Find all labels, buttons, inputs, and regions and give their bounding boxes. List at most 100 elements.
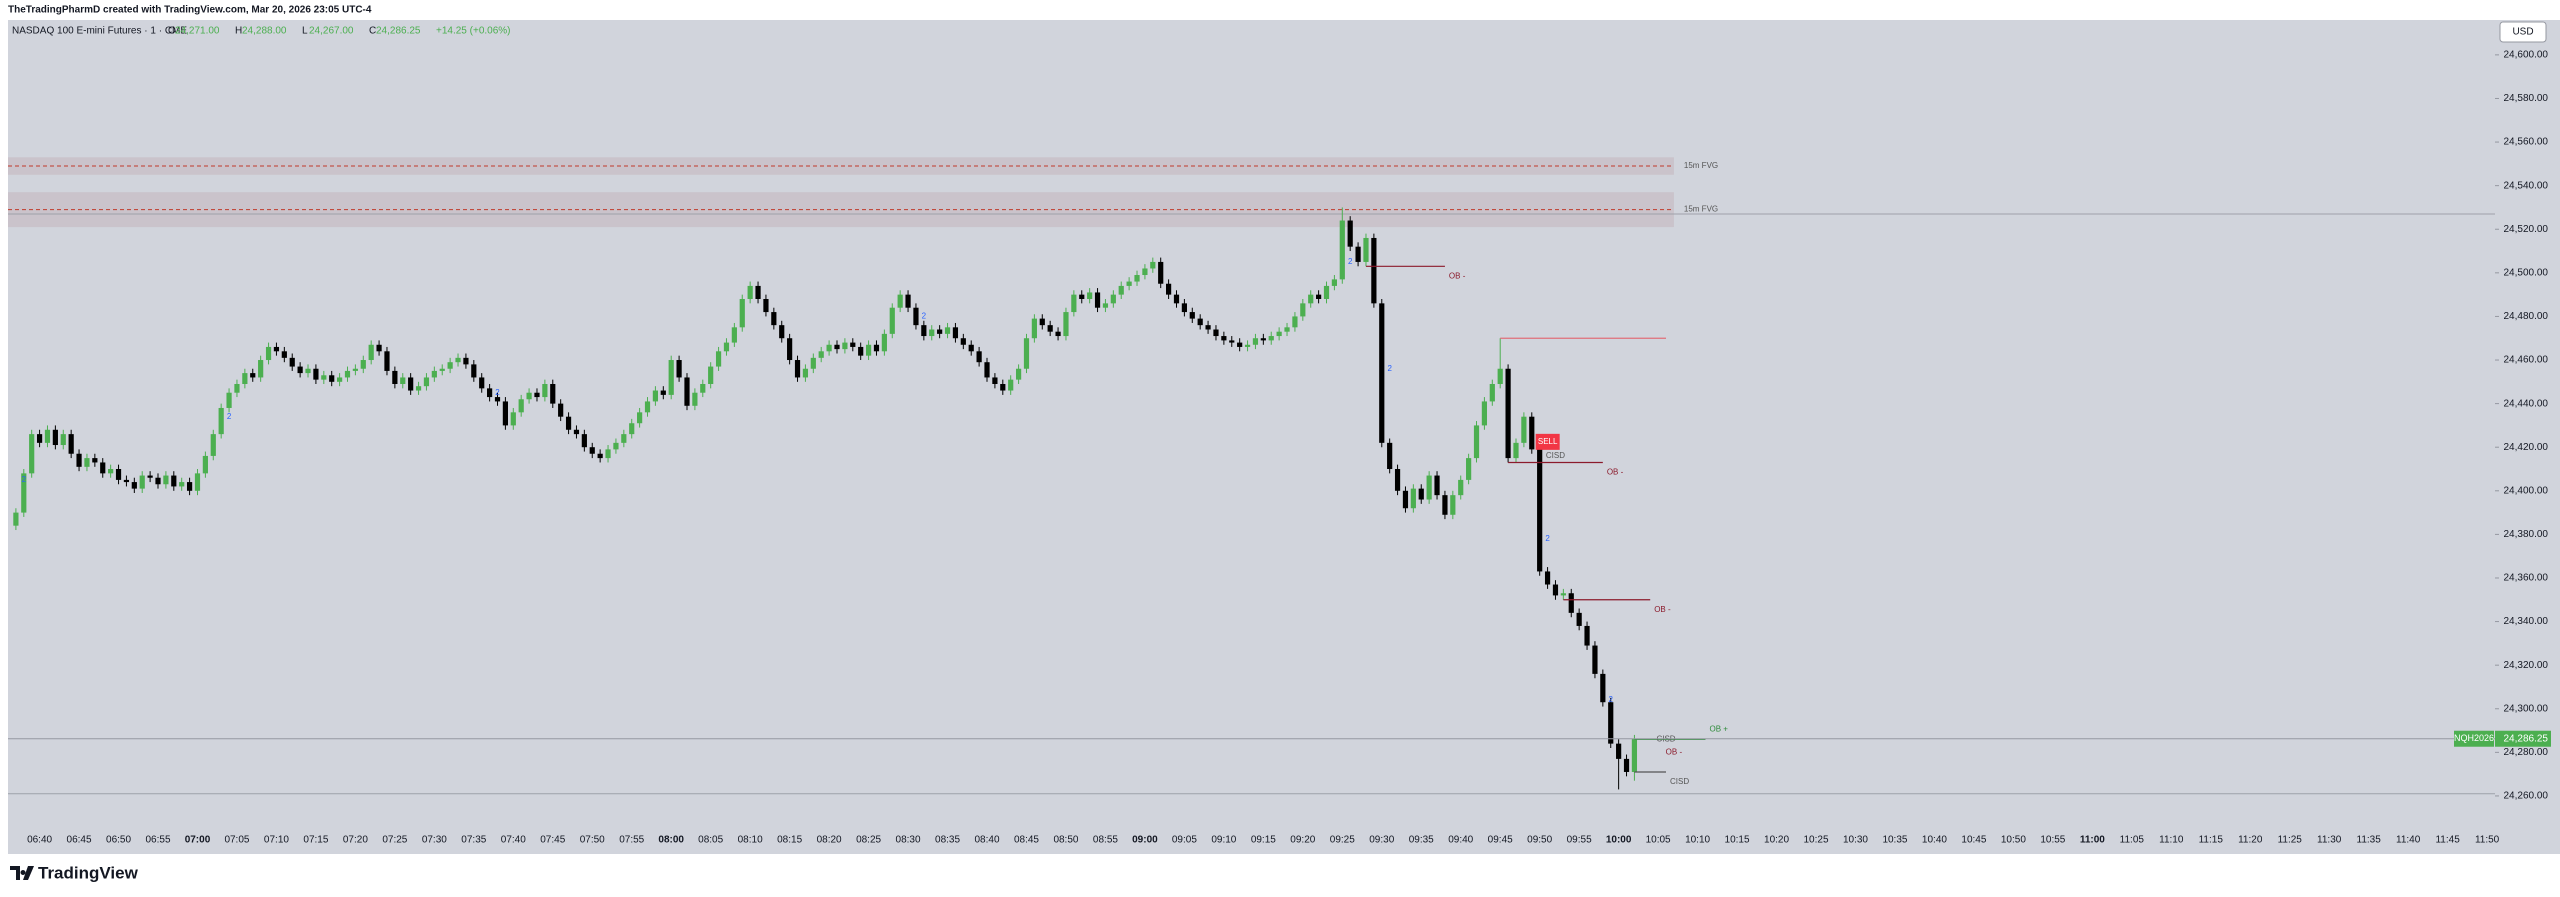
candle-body xyxy=(471,364,477,378)
candle-body xyxy=(1339,220,1345,280)
marker-label: 2 xyxy=(1609,695,1614,704)
candle-body xyxy=(1158,261,1164,284)
candle-body xyxy=(613,442,619,450)
candle-body xyxy=(526,392,532,400)
y-tick-label: 24,480.00 xyxy=(2504,311,2549,322)
candle-body xyxy=(179,482,185,487)
x-tick-label: 07:55 xyxy=(619,835,644,846)
marker-label: 2 xyxy=(227,412,232,421)
candle-body xyxy=(1213,329,1219,337)
candle-body xyxy=(1568,593,1574,613)
candle-body xyxy=(629,423,635,435)
x-tick-label: 08:45 xyxy=(1014,835,1039,846)
candle-body xyxy=(329,375,335,382)
marker-label: 2 xyxy=(22,475,27,484)
candle-body xyxy=(1466,458,1472,480)
candle-body xyxy=(1513,442,1519,459)
candle-body xyxy=(873,344,880,352)
candle-body xyxy=(1292,316,1298,328)
candle-body xyxy=(992,377,998,384)
candle-body xyxy=(447,362,453,369)
candle-body xyxy=(384,351,390,371)
candle-body xyxy=(952,327,959,339)
x-tick-label: 08:40 xyxy=(974,835,999,846)
candle-body xyxy=(944,327,951,334)
candle-body xyxy=(1394,469,1401,491)
signal-box xyxy=(1535,433,1560,450)
candle-body xyxy=(408,377,414,391)
candle-body xyxy=(787,338,793,361)
candle-body xyxy=(984,362,990,378)
x-tick-label: 10:20 xyxy=(1764,835,1789,846)
x-tick-label: 08:50 xyxy=(1053,835,1078,846)
candle-body xyxy=(755,285,761,299)
price-tag xyxy=(2495,730,2551,747)
x-tick-label: 10:25 xyxy=(1803,835,1828,846)
candle-body xyxy=(881,333,887,352)
candle-body xyxy=(1142,268,1148,276)
candle-body xyxy=(668,360,674,395)
candle-body xyxy=(1505,368,1511,459)
y-tick-label: 24,400.00 xyxy=(2504,485,2549,496)
candle-body xyxy=(1608,702,1614,744)
x-tick-label: 07:00 xyxy=(185,835,211,846)
candle-body xyxy=(771,312,777,326)
x-tick-label: 11:00 xyxy=(2080,835,2105,846)
candle-body xyxy=(297,366,303,374)
candle-body xyxy=(1094,292,1101,308)
candle-body xyxy=(439,368,445,371)
x-tick-label: 09:30 xyxy=(1369,835,1394,846)
candle-body xyxy=(660,390,666,395)
candle-body xyxy=(810,357,816,369)
candle-body xyxy=(1102,303,1109,308)
currency-box xyxy=(2499,21,2547,43)
x-tick-label: 10:50 xyxy=(2001,835,2026,846)
candle-body xyxy=(1521,416,1527,443)
candle-body xyxy=(1071,294,1077,313)
candle-body xyxy=(423,377,430,387)
candle-body xyxy=(139,475,145,489)
candle-body xyxy=(542,383,548,398)
candle-body xyxy=(589,447,595,454)
candle-body xyxy=(1197,318,1203,326)
candle-body xyxy=(250,373,256,378)
candle-body xyxy=(889,307,895,334)
candle-body xyxy=(1244,344,1251,347)
marker-label: OB - xyxy=(1666,747,1683,756)
candle-body xyxy=(218,407,224,435)
candle-body xyxy=(1300,303,1306,317)
x-tick-label: 10:10 xyxy=(1685,835,1710,846)
x-tick-label: 09:50 xyxy=(1527,835,1552,846)
candle-body xyxy=(1529,416,1535,450)
candle-body xyxy=(258,360,264,378)
candle-body xyxy=(637,412,643,424)
candle-body xyxy=(621,434,627,443)
symbol-label: NQH2026 xyxy=(2454,733,2494,743)
candle-body xyxy=(723,342,730,352)
candle-body xyxy=(36,434,43,443)
candle-body xyxy=(29,434,35,474)
currency: USD xyxy=(2512,27,2533,38)
y-tick-label: 24,380.00 xyxy=(2504,529,2549,540)
x-tick-label: 08:35 xyxy=(935,835,960,846)
chart-title: NASDAQ 100 E-mini Futures · 1 · CME xyxy=(12,26,187,37)
y-tick-label: 24,500.00 xyxy=(2504,267,2549,278)
legend-key: L xyxy=(302,26,308,37)
candle-body xyxy=(1331,279,1337,286)
marker-label: 2 xyxy=(922,312,927,321)
candle-body xyxy=(1237,342,1243,347)
candle-body xyxy=(123,479,130,483)
candle-body xyxy=(1023,338,1030,369)
candle-body xyxy=(234,383,240,393)
candle-body xyxy=(558,403,564,417)
legend-value: 24,267.00 xyxy=(309,26,354,37)
y-tick-label: 24,360.00 xyxy=(2504,573,2549,584)
candle-body xyxy=(1489,383,1495,402)
x-tick-label: 07:45 xyxy=(540,835,565,846)
candle-body xyxy=(21,473,27,513)
level-label: OB - xyxy=(1654,605,1671,614)
candle-body xyxy=(1031,318,1037,339)
x-tick-label: 10:00 xyxy=(1606,835,1632,846)
candle-body xyxy=(1418,488,1424,500)
